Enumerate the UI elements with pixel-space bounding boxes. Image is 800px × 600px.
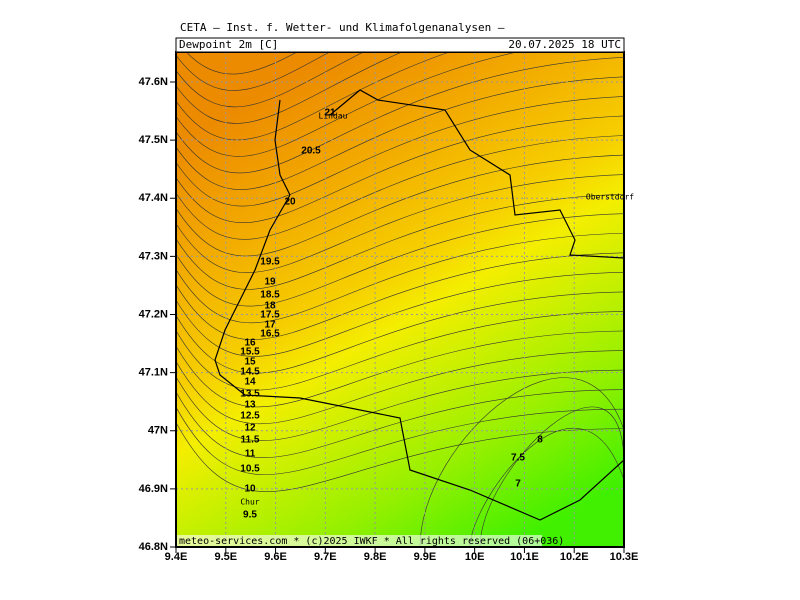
lat-label: 47N <box>148 425 168 437</box>
contour-label: 7.5 <box>511 453 525 464</box>
contour-label: 18 <box>264 301 276 312</box>
lat-label: 47.2N <box>139 308 168 320</box>
contour-label: 14 <box>244 377 256 388</box>
lon-label: 10.2E <box>560 551 589 563</box>
place-name: Oberstdorf <box>586 193 634 202</box>
lon-label: 9.8E <box>364 551 387 563</box>
contour-label: 17.5 <box>260 310 280 321</box>
lon-label: 9.4E <box>165 551 188 563</box>
contour-label: 15 <box>244 357 256 368</box>
lat-label: 47.3N <box>139 250 168 262</box>
contour-label: 10 <box>244 484 256 495</box>
contour-label: 19 <box>264 277 276 288</box>
contour-label: 11.5 <box>241 435 260 446</box>
contour-line <box>176 311 624 391</box>
contour-label: 16.5 <box>260 329 280 340</box>
lon-label: 9.6E <box>264 551 287 563</box>
footer-box <box>177 535 542 546</box>
contour-label: 20.5 <box>301 146 321 157</box>
contour-line <box>176 135 624 240</box>
contour-label: 9.5 <box>243 510 257 521</box>
contour-line <box>176 154 624 257</box>
field-background <box>176 52 624 547</box>
lat-label: 47.5N <box>139 134 168 146</box>
lon-label: 9.7E <box>314 551 337 563</box>
contour-label: 15.5 <box>240 347 260 358</box>
lon-label: 10.1E <box>510 551 539 563</box>
contour-label: 13 <box>244 400 256 411</box>
contour-line <box>176 369 624 441</box>
lat-label: 46.8N <box>139 541 168 553</box>
contour-label: 7 <box>515 479 521 490</box>
lat-label: 47.6N <box>139 76 168 88</box>
lat-label: 47.4N <box>139 192 168 204</box>
contour-line <box>176 232 624 323</box>
contour-label: 11 <box>245 449 256 460</box>
contour-label: 21 <box>324 108 336 119</box>
lon-label: 9.5E <box>214 551 237 563</box>
contour-line <box>176 213 624 307</box>
place-name: Lindau <box>319 112 348 121</box>
contour-line <box>176 193 624 290</box>
contour-label: 14.5 <box>240 367 260 378</box>
contour-line <box>176 422 624 492</box>
contour-label: 13.5 <box>240 389 260 400</box>
lon-label: 10.3E <box>610 551 639 563</box>
contour-line <box>176 52 403 124</box>
contour-label: 17 <box>264 320 276 331</box>
contour-line <box>176 252 624 340</box>
contour-line <box>419 377 624 547</box>
contour-label: 8 <box>537 435 543 446</box>
header-title: CETA – Inst. f. Wetter- und Klimafolgena… <box>180 21 505 34</box>
contour-line <box>176 52 519 157</box>
contour-line <box>176 272 624 357</box>
contour-label: 16 <box>244 338 256 349</box>
lon-label: 10E <box>465 551 485 563</box>
contour-line <box>176 350 624 425</box>
field-name: Dewpoint 2m [C] <box>179 38 278 51</box>
place-name: Chur <box>240 498 259 507</box>
lat-label: 46.9N <box>139 483 168 495</box>
lat-label: 47.1N <box>139 367 168 379</box>
contour-line <box>176 389 624 458</box>
contour-line <box>176 52 364 108</box>
contour-label: 20 <box>284 197 296 208</box>
contour-label: 12.5 <box>240 411 260 422</box>
contour-line <box>176 330 624 408</box>
contour-line <box>176 57 624 174</box>
contour-line <box>176 52 451 141</box>
contours <box>176 52 624 547</box>
contour-label: 18.5 <box>260 290 280 301</box>
contour-label: 19.5 <box>260 257 280 268</box>
contour-label: 12 <box>244 423 256 434</box>
contour-line <box>176 174 624 273</box>
contour-line <box>176 52 331 91</box>
contour-line <box>185 52 298 75</box>
footer: meteo-services.com * (c)2025 IWKF * All … <box>179 536 564 547</box>
contour-line <box>176 407 624 475</box>
borders <box>214 89 624 521</box>
valid-time: 20.07.2025 18 UTC <box>508 38 621 51</box>
header-box <box>175 37 625 53</box>
contour-line <box>176 291 624 374</box>
contour-label: 10.5 <box>240 464 260 475</box>
lon-label: 9.9E <box>414 551 437 563</box>
contour-line <box>176 76 624 190</box>
